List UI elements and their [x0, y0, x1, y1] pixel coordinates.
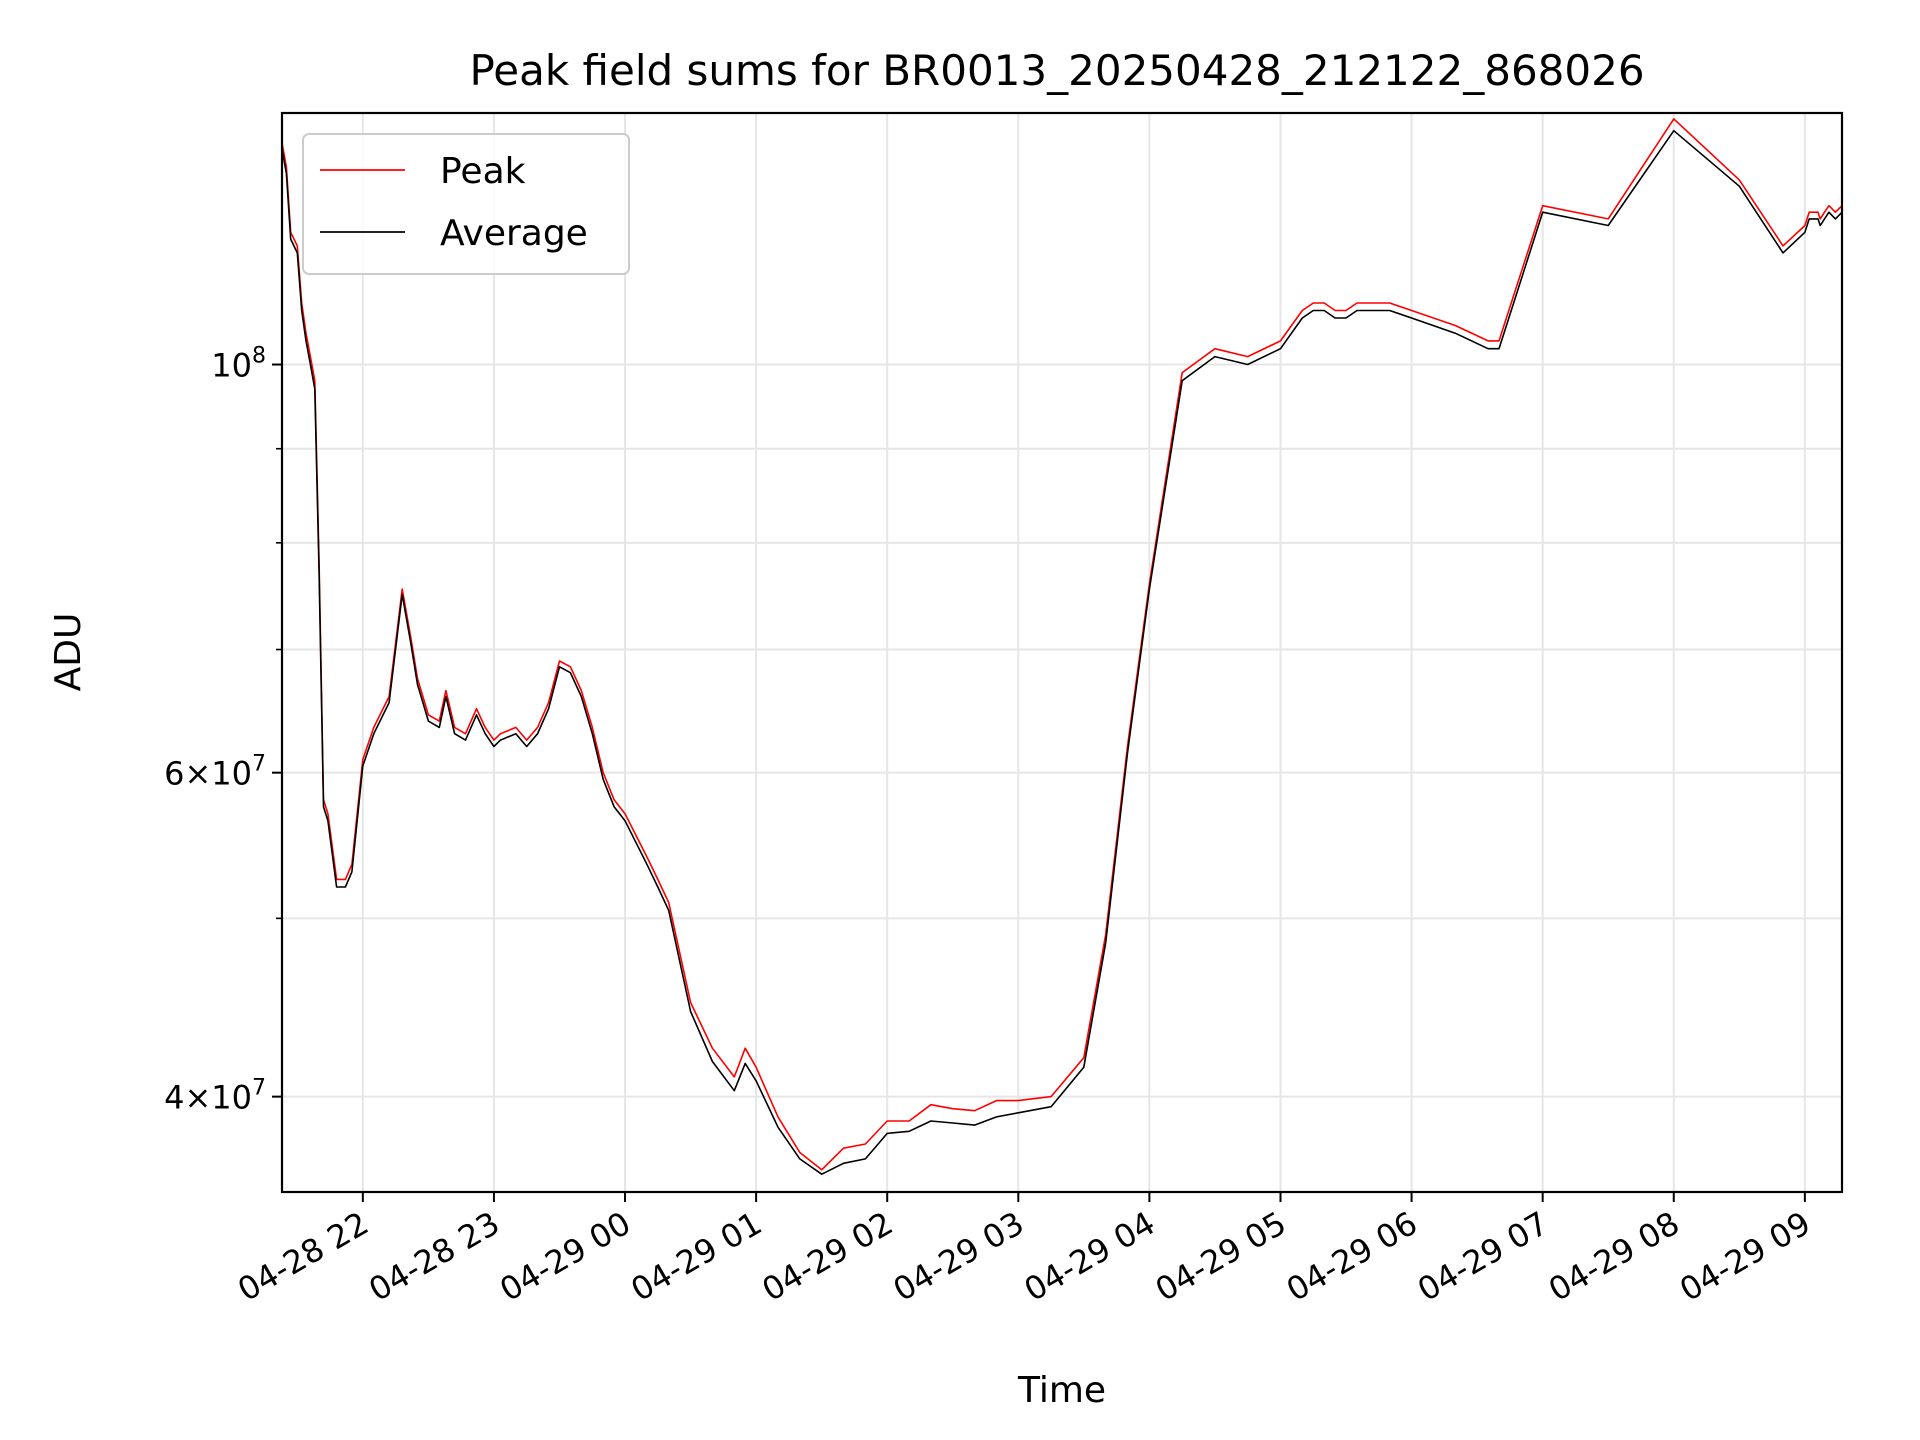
- legend-label-average: Average: [440, 213, 588, 254]
- x-axis-label: Time: [1017, 1370, 1106, 1411]
- grid: [282, 113, 1842, 1192]
- y-tick-label: 108: [211, 344, 266, 385]
- series-line-average: [282, 129, 1842, 1175]
- y-axis: 4×107 6×107 108: [164, 344, 282, 1117]
- plot-frame: [280, 111, 1844, 1194]
- legend-label-peak: Peak: [440, 151, 526, 192]
- y-tick-label: 4×107: [164, 1076, 266, 1117]
- plot-lines: [282, 118, 1842, 1175]
- legend: Peak Average: [302, 133, 630, 275]
- series-line-peak: [282, 118, 1842, 1171]
- chart-title: Peak field sums for BR0013_20250428_2121…: [469, 46, 1644, 95]
- y-tick-label: 6×107: [164, 752, 266, 793]
- legend-box: [302, 133, 630, 275]
- y-axis-label: ADU: [48, 613, 89, 692]
